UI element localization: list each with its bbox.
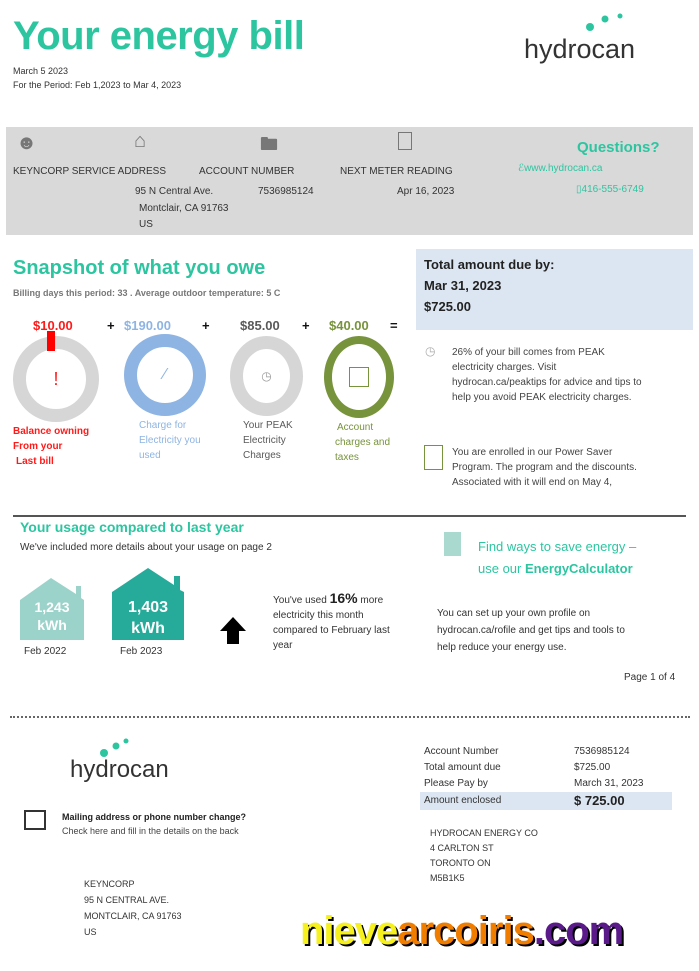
profile-note: You can set up your own profile on hydroc…: [437, 608, 625, 653]
person-icon: ☻: [16, 132, 38, 154]
meter-reading-label: NEXT METER READING: [340, 166, 453, 177]
tear-line: [10, 716, 690, 718]
usage-comparison: You've used 16% more electricity this mon…: [273, 590, 390, 652]
peak-note: 26% of your bill comes from PEAK electric…: [452, 347, 642, 403]
section-divider: [13, 515, 686, 517]
home-icon: ⌂: [134, 130, 147, 152]
bill-date: March 5 2023: [13, 66, 69, 76]
due-amount: $725.00: [424, 299, 471, 314]
usage-2022-label: Feb 2022: [24, 646, 67, 657]
page-title: Your energy bill: [13, 14, 305, 58]
account-number-label: ACCOUNT NUMBER: [199, 166, 295, 177]
house-icon-2023: [112, 568, 184, 640]
summary-row: Account Number 7536985124: [424, 746, 630, 757]
clock-icon: ◷: [425, 344, 436, 358]
payment-summary: Account Number 7536985124 Total amount du…: [420, 744, 672, 810]
summary-row: Please Pay by March 31, 2023: [424, 778, 644, 789]
amount-enclosed-row: Amount enclosed $ 725.00: [420, 792, 672, 810]
usage-subtitle: We've included more details about your u…: [20, 542, 272, 553]
phone-link[interactable]: ▯416-555-6749: [576, 184, 644, 195]
usage-2023: 1,403 kWh: [127, 599, 169, 637]
meter-icon: [398, 132, 412, 150]
electricity-amount: $190.00: [124, 318, 171, 333]
hydrocan-logo: hydrocan: [524, 12, 654, 67]
balance-label: Balance owning From your Last bill: [13, 426, 90, 467]
account-charges-label: Account charges and taxes: [335, 422, 391, 463]
clock-icon: ◷: [261, 369, 272, 383]
snapshot-subtitle: Billing days this period: 33 . Average o…: [13, 288, 281, 298]
usage-2023-label: Feb 2023: [120, 646, 163, 657]
account-info-band: [6, 127, 693, 235]
exclamation-icon: !: [53, 368, 59, 389]
phone-icon: ▯: [576, 184, 582, 195]
peak-label: Your PEAK Electricity Charges: [243, 420, 293, 461]
bill-period: For the Period: Feb 1,2023 to Mar 4, 202…: [13, 80, 182, 90]
address-line: US: [139, 219, 153, 230]
total-due-label: Total amount due by:: [424, 257, 555, 272]
watermark: nievearcoiris.com: [300, 909, 624, 953]
snapshot-title: Snapshot of what you owe: [13, 257, 266, 279]
balance-donut: !: [13, 336, 99, 422]
hydrocan-logo: hydrocan: [70, 738, 210, 788]
web-icon: ℰ: [518, 163, 525, 174]
balance-amount: $10.00: [33, 318, 73, 333]
electricity-donut: ∕: [124, 334, 206, 416]
arrow-up-icon: [220, 617, 246, 644]
plus-sign: +: [302, 318, 310, 333]
service-address-label: KEYNCORP SERVICE ADDRESS: [13, 166, 167, 177]
customer-address: KEYNCORP 95 N CENTRAL AVE. MONTCLAIR, CA 9…: [84, 879, 182, 937]
address-change-checkbox[interactable]: [24, 810, 46, 830]
plus-sign: +: [107, 318, 115, 333]
folder-icon: 🖿: [260, 134, 278, 154]
account-charges-donut: [324, 336, 394, 418]
usage-2022: 1,243 kWh: [34, 599, 70, 633]
address-change-text: Mailing address or phone number change? C…: [62, 812, 247, 836]
logo-text: hydrocan: [70, 756, 169, 783]
house-icon-2022: [20, 578, 84, 640]
energy-calculator-link[interactable]: Find ways to save energy – use our Energy…: [478, 539, 637, 576]
plus-sign: +: [202, 318, 210, 333]
lightning-icon: ∕: [163, 366, 167, 383]
equals-sign: =: [390, 318, 398, 333]
website-link[interactable]: ℰwww.hydrocan.ca: [518, 163, 603, 174]
document-icon: [349, 367, 369, 387]
usage-title: Your usage compared to last year: [20, 519, 244, 535]
account-number: 7536985124: [258, 186, 314, 197]
logo-text: hydrocan: [524, 34, 636, 64]
usage-percent: 16%: [329, 590, 358, 606]
document-icon: [424, 445, 443, 470]
meter-date: Apr 16, 2023: [397, 186, 455, 197]
peak-amount: $85.00: [240, 318, 280, 333]
due-date: Mar 31, 2023: [424, 278, 502, 293]
electricity-label: Charge for Electricity you used: [139, 420, 201, 461]
account-charges-amount: $40.00: [329, 318, 369, 333]
calculator-icon: [444, 532, 461, 556]
power-saver-note: You are enrolled in our Power Saver Progr…: [452, 447, 637, 488]
page-number: Page 1 of 4: [624, 672, 676, 683]
questions-heading: Questions?: [577, 139, 660, 156]
summary-row: Total amount due $725.00: [424, 762, 611, 773]
total-due-box: Total amount due by: Mar 31, 2023 $725.0…: [416, 249, 693, 330]
address-line: Montclair, CA 91763: [139, 203, 229, 214]
peak-donut: ◷: [230, 336, 303, 416]
address-line: 95 N Central Ave.: [135, 186, 214, 197]
balance-donut-segment: [47, 331, 55, 351]
company-address: HYDROCAN ENERGY CO 4 CARLTON ST TORONTO ON…: [430, 828, 538, 883]
